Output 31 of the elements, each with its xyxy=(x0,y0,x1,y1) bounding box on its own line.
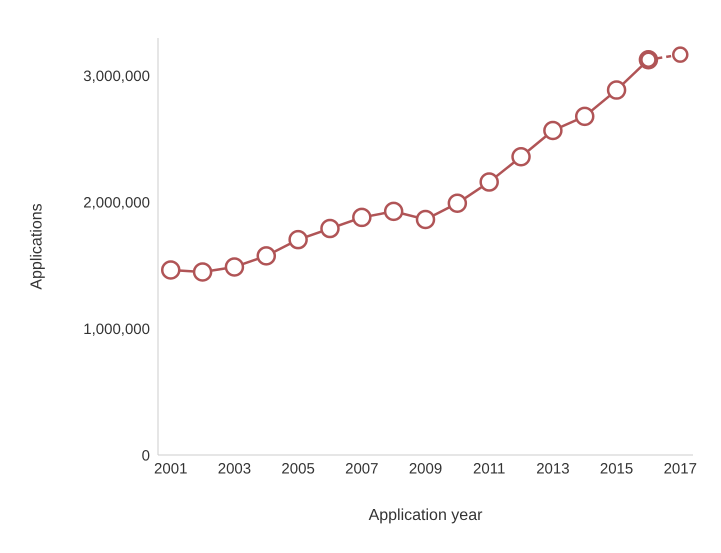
y-tick-label: 1,000,000 xyxy=(83,320,150,338)
x-tick-label: 2009 xyxy=(408,460,442,478)
point xyxy=(352,208,372,228)
x-tick-label: 2007 xyxy=(345,460,378,478)
y-tick-label: 0 xyxy=(142,447,150,464)
point xyxy=(384,202,404,222)
y-tick-label: 2,000,000 xyxy=(83,194,150,212)
point xyxy=(192,262,212,282)
x-tick-label: 2003 xyxy=(218,460,252,478)
y-tick-label: 3,000,000 xyxy=(83,68,150,86)
x-tick-label: 2013 xyxy=(536,460,570,478)
point xyxy=(288,230,308,250)
point xyxy=(479,172,499,192)
point xyxy=(574,106,594,126)
y-axis-title: Applications xyxy=(28,203,46,290)
point xyxy=(320,218,340,238)
x-tick-label: 2017 xyxy=(664,460,697,478)
point xyxy=(448,194,468,214)
x-tick-label: 2015 xyxy=(600,460,634,478)
x-tick-label: 2001 xyxy=(154,460,188,478)
point xyxy=(416,210,436,230)
point xyxy=(256,246,276,266)
point xyxy=(543,120,563,140)
x-tick-label: 2005 xyxy=(281,460,315,478)
point xyxy=(672,46,689,63)
x-axis-title: Application year xyxy=(368,507,484,524)
point xyxy=(606,80,626,100)
point xyxy=(160,260,180,280)
point xyxy=(224,257,244,277)
x-tick-label: 2011 xyxy=(473,460,506,478)
point xyxy=(511,147,531,167)
